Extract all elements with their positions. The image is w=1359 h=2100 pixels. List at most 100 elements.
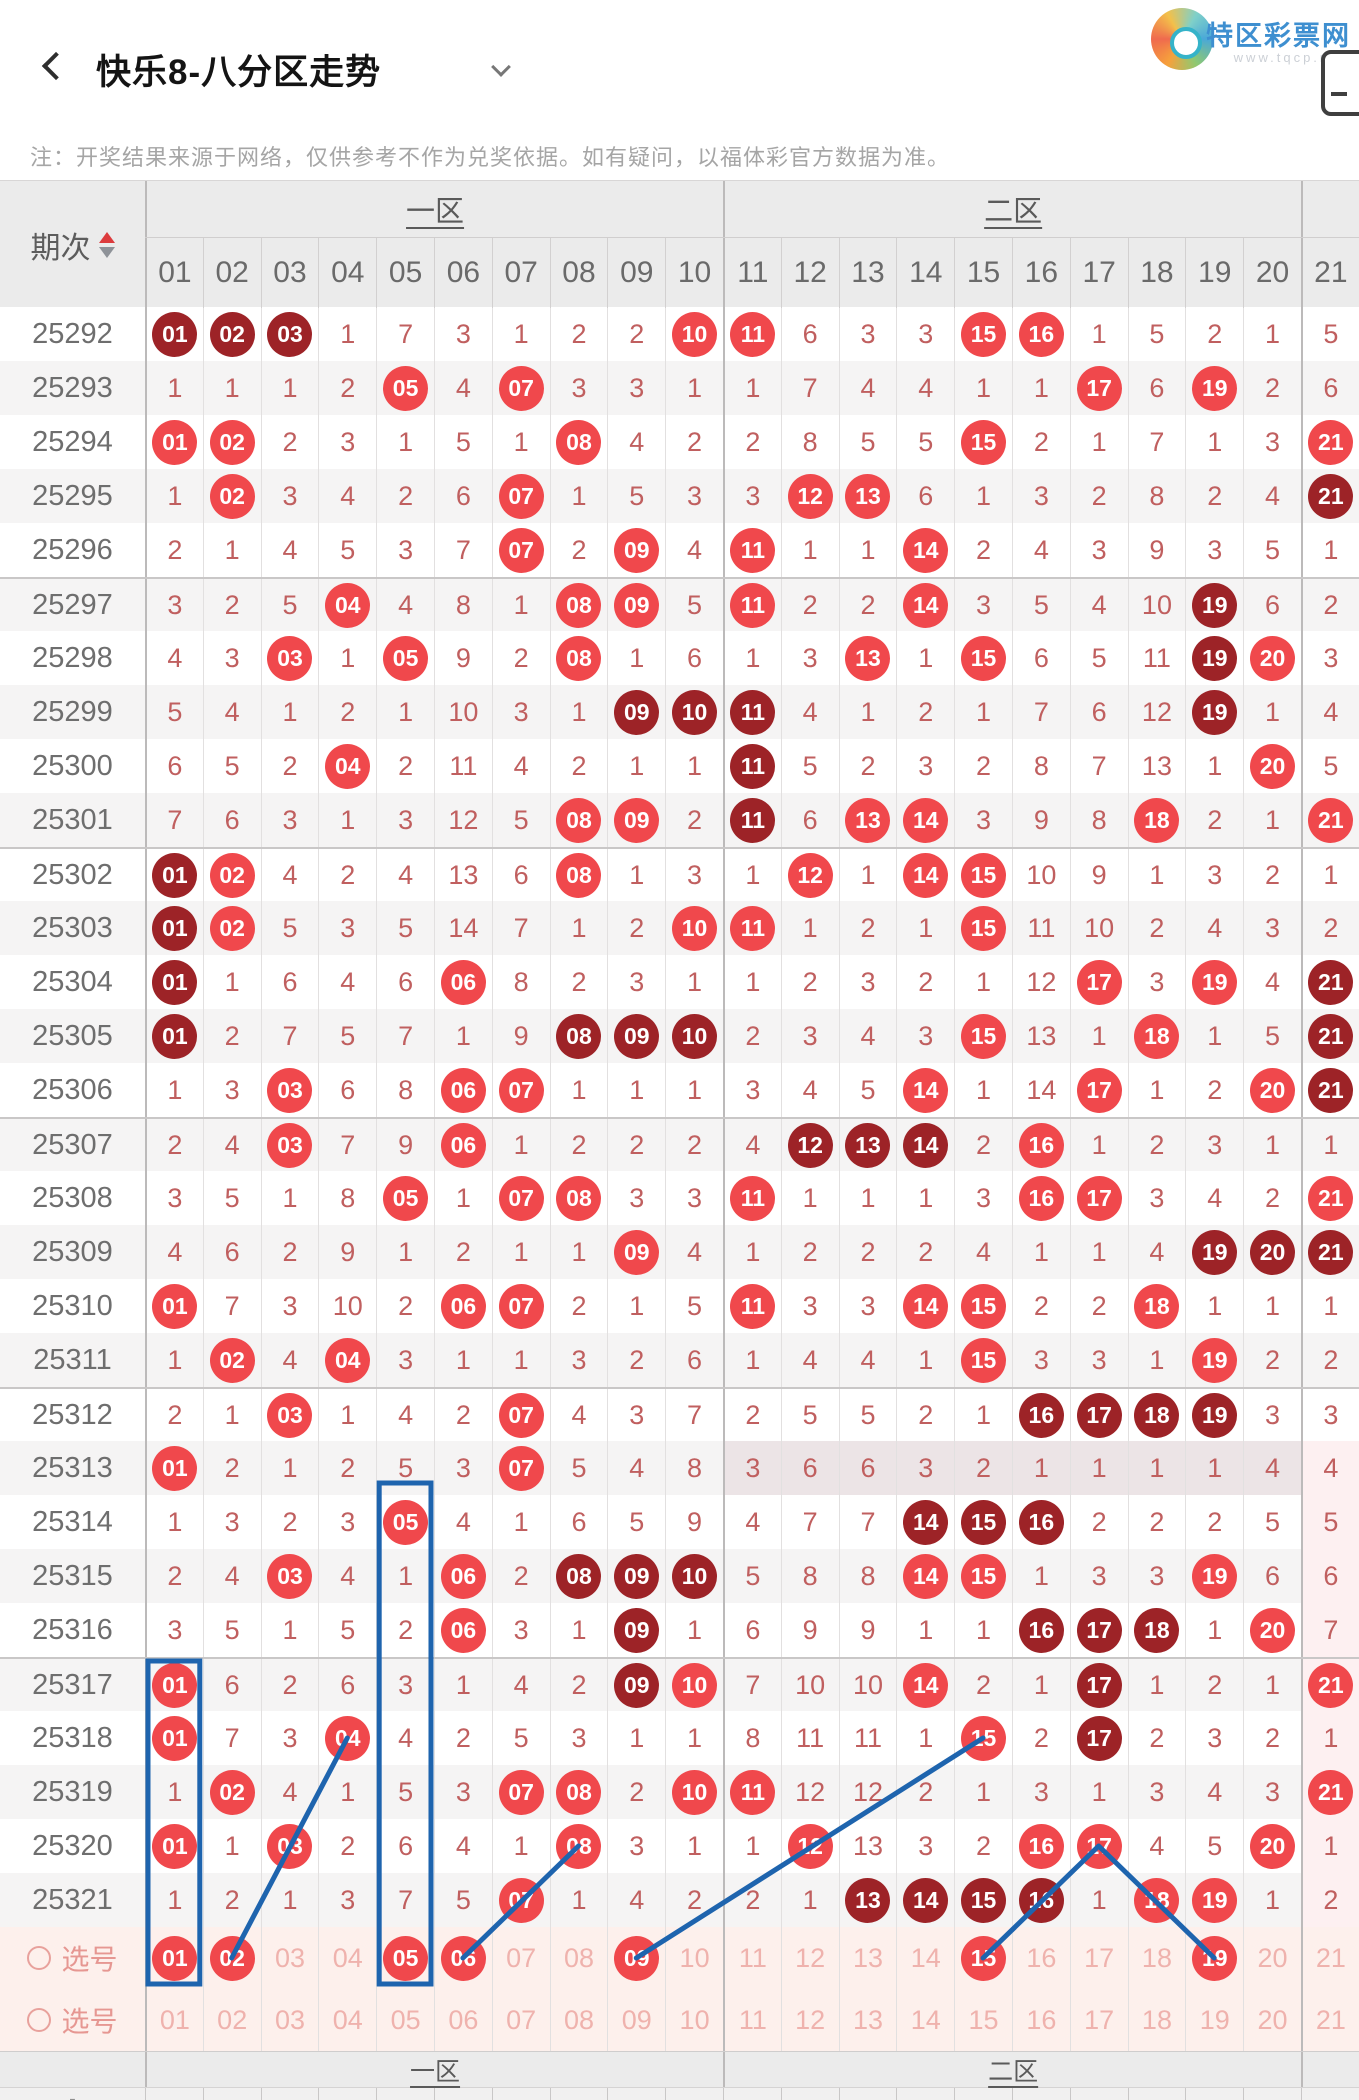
selection-cell[interactable]: 05 — [376, 1927, 434, 1989]
selectable-number[interactable]: 14 — [910, 2004, 941, 2035]
selected-number[interactable]: 19 — [1192, 1935, 1238, 1981]
selection-cell[interactable]: 09 — [607, 1927, 665, 1989]
selection-cell[interactable]: 08 — [549, 1927, 608, 1989]
selectable-number[interactable]: 21 — [1315, 1942, 1346, 1973]
selection-cell[interactable]: 07 — [491, 1989, 550, 2051]
selection-cell[interactable]: 06 — [433, 1927, 492, 1989]
miss-count: 5 — [513, 804, 529, 835]
selectable-number[interactable]: 06 — [448, 2004, 479, 2035]
selection-cell[interactable]: 17 — [1069, 1989, 1128, 2051]
radio-circle-icon[interactable] — [27, 1946, 52, 1970]
selection-cell[interactable]: 10 — [665, 1927, 723, 1989]
site-logo-swirl-icon[interactable] — [1151, 8, 1213, 70]
selectable-number[interactable]: 19 — [1199, 2004, 1230, 2035]
selectable-number[interactable]: 07 — [506, 1942, 537, 1973]
chevron-down-icon[interactable] — [491, 57, 511, 77]
selectable-number[interactable]: 14 — [910, 1942, 941, 1973]
selection-cell[interactable]: 03 — [260, 1989, 319, 2051]
selectable-number[interactable]: 11 — [738, 1942, 767, 1973]
selectable-number[interactable]: 11 — [738, 2004, 767, 2035]
selectable-number[interactable]: 13 — [852, 2004, 883, 2035]
selectable-number[interactable]: 01 — [159, 2004, 190, 2035]
selectable-number[interactable]: 20 — [1257, 1942, 1288, 1973]
selectable-number[interactable]: 18 — [1141, 2004, 1172, 2035]
selectable-number[interactable]: 05 — [390, 2004, 421, 2035]
selection-cell[interactable]: 04 — [318, 1989, 376, 2051]
selectable-number[interactable]: 18 — [1141, 1942, 1172, 1973]
selection-cell[interactable]: 08 — [549, 1989, 608, 2051]
selectable-number[interactable]: 10 — [679, 2004, 710, 2035]
selectable-number[interactable]: 04 — [332, 1942, 363, 1973]
selectable-number[interactable]: 10 — [679, 1942, 710, 1973]
selection-cell[interactable]: 11 — [722, 1927, 781, 1989]
selection-cell[interactable]: 16 — [1011, 1989, 1070, 2051]
selection-cell[interactable]: 13 — [838, 1927, 897, 1989]
selection-label[interactable]: 选号 — [0, 1989, 145, 2051]
selection-cell[interactable]: 01 — [145, 1989, 203, 2051]
miss-count: 1 — [1033, 372, 1049, 403]
selection-cell[interactable]: 19 — [1185, 1927, 1243, 1989]
selectable-number[interactable]: 07 — [506, 2004, 537, 2035]
selectable-number[interactable]: 04 — [332, 2004, 363, 2035]
selection-cell[interactable]: 16 — [1011, 1927, 1070, 1989]
selection-cell[interactable]: 12 — [780, 1927, 839, 1989]
selection-cell[interactable]: 13 — [838, 1989, 897, 2051]
drawn-number: 18 — [1134, 1877, 1180, 1923]
back-icon[interactable] — [41, 51, 71, 81]
selectable-number[interactable]: 08 — [563, 1942, 594, 1973]
selectable-number[interactable]: 17 — [1084, 2004, 1115, 2035]
selectable-number[interactable]: 03 — [274, 2004, 306, 2035]
selectable-number[interactable]: 12 — [795, 2004, 826, 2035]
selection-cell[interactable]: 03 — [260, 1927, 319, 1989]
selection-label[interactable]: 选号 — [0, 1927, 145, 1989]
radio-circle-icon[interactable] — [27, 2008, 52, 2032]
selection-cell[interactable]: 14 — [896, 1989, 954, 2051]
selection-cell[interactable]: 07 — [491, 1927, 550, 1989]
selection-cell[interactable]: 17 — [1069, 1927, 1128, 1989]
selection-cell[interactable]: 18 — [1127, 1989, 1186, 2051]
selectable-number[interactable]: 08 — [563, 2004, 594, 2035]
period-header-cell[interactable]: 期次 — [0, 181, 145, 308]
selection-cell[interactable]: 15 — [954, 1927, 1012, 1989]
selected-number[interactable]: 02 — [209, 1935, 255, 1981]
selection-cell[interactable]: 06 — [433, 1989, 492, 2051]
selected-number[interactable]: 01 — [152, 1935, 198, 1981]
selection-cell[interactable]: 18 — [1127, 1927, 1186, 1989]
selection-cell[interactable]: 04 — [318, 1927, 376, 1989]
miss-count-cell: 7 — [491, 901, 550, 955]
selectable-number[interactable]: 13 — [852, 1942, 883, 1973]
selection-cell[interactable]: 19 — [1185, 1989, 1243, 2051]
selectable-number[interactable]: 21 — [1315, 2004, 1346, 2035]
selectable-number[interactable]: 03 — [274, 1942, 306, 1973]
selection-cell[interactable]: 20 — [1243, 1989, 1301, 2051]
miss-count-cell: 8 — [722, 1711, 781, 1765]
selectable-number[interactable]: 09 — [621, 2004, 652, 2035]
selectable-number[interactable]: 12 — [795, 1942, 826, 1973]
selectable-number[interactable]: 16 — [1026, 1942, 1057, 1973]
selectable-number[interactable]: 02 — [217, 2004, 248, 2035]
selection-cell[interactable]: 15 — [954, 1989, 1012, 2051]
selected-number[interactable]: 15 — [961, 1935, 1007, 1981]
selectable-number[interactable]: 16 — [1026, 2004, 1057, 2035]
selectable-number[interactable]: 20 — [1257, 2004, 1288, 2035]
site-logo-name[interactable]: 特区彩票网 — [1206, 21, 1351, 51]
selected-number[interactable]: 06 — [440, 1935, 486, 1981]
selection-cell[interactable]: 09 — [607, 1989, 665, 2051]
selection-cell[interactable]: 14 — [896, 1927, 954, 1989]
selection-cell[interactable]: 11 — [722, 1989, 781, 2051]
phone-icon[interactable] — [1321, 50, 1359, 116]
selection-cell[interactable]: 02 — [202, 1927, 261, 1989]
selectable-number[interactable]: 15 — [968, 2004, 999, 2035]
selection-cell[interactable]: 20 — [1243, 1927, 1301, 1989]
selected-number[interactable]: 05 — [383, 1935, 429, 1981]
selection-cell[interactable]: 12 — [780, 1989, 839, 2051]
selection-cell[interactable]: 02 — [202, 1989, 261, 2051]
selectable-number[interactable]: 17 — [1084, 1942, 1115, 1973]
selection-cell[interactable]: 10 — [665, 1989, 723, 2051]
selection-cell[interactable]: 05 — [376, 1989, 434, 2051]
selected-number[interactable]: 09 — [614, 1935, 660, 1981]
sort-icon[interactable] — [98, 231, 115, 258]
selection-cell[interactable]: 21 — [1300, 1989, 1359, 2051]
selection-cell[interactable]: 21 — [1300, 1927, 1359, 1989]
selection-cell[interactable]: 01 — [145, 1927, 203, 1989]
